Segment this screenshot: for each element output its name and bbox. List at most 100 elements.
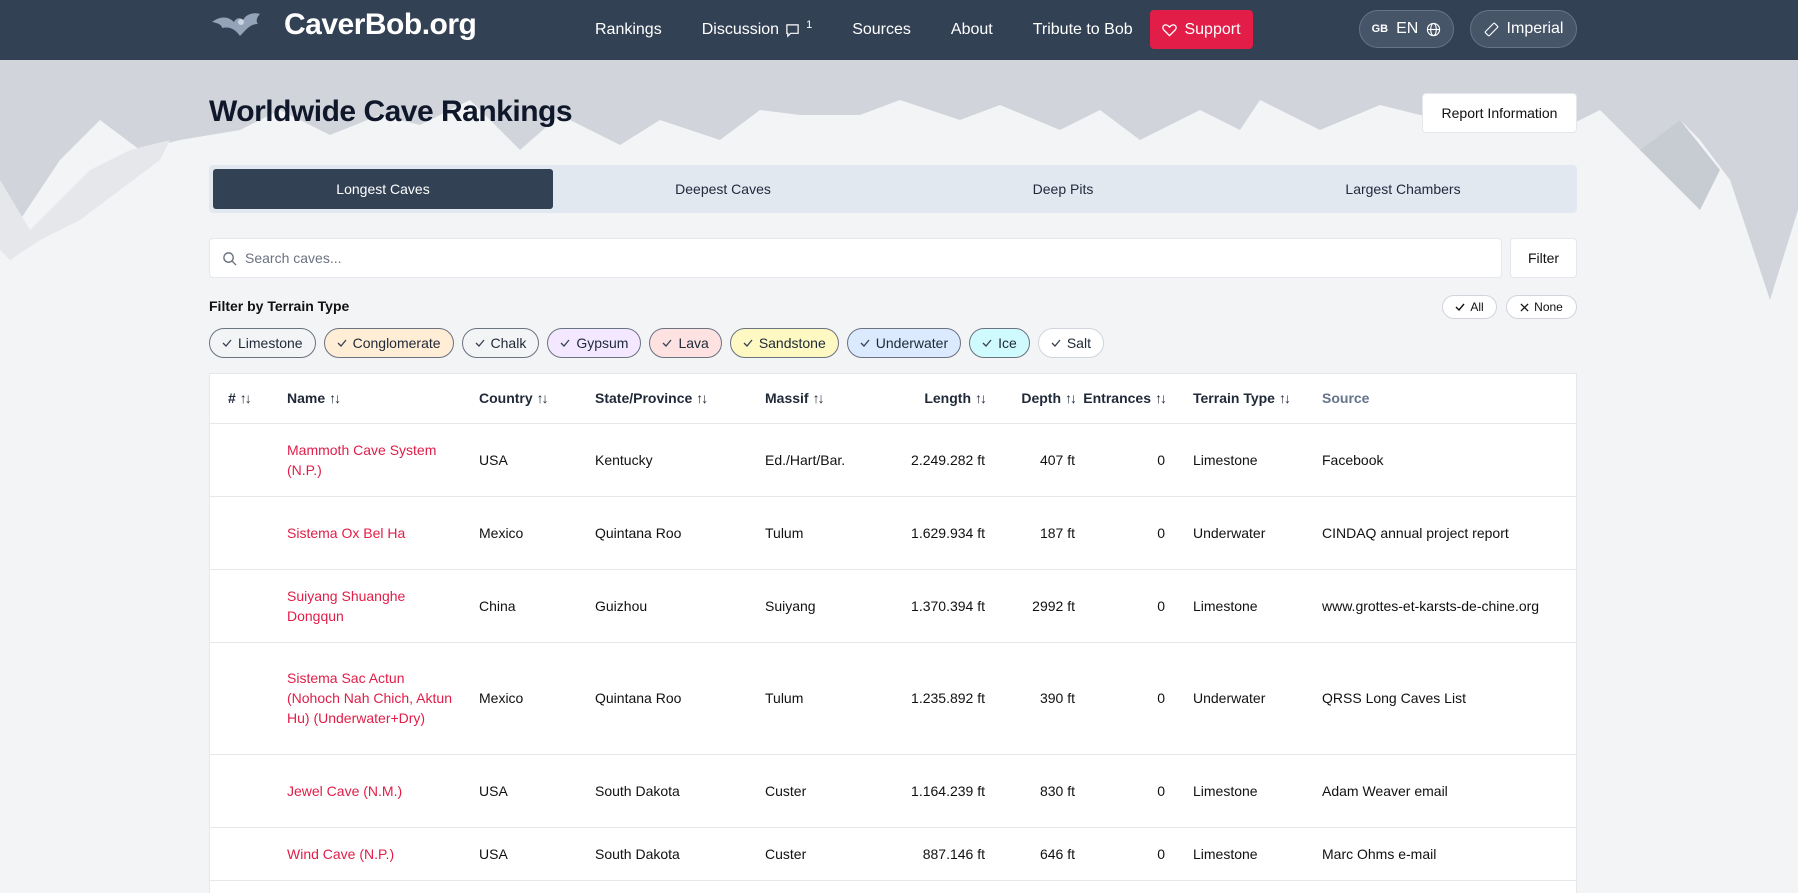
language-label: EN	[1396, 20, 1419, 37]
tab-longest-caves[interactable]: Longest Caves	[213, 169, 553, 209]
cell-source: www.grottes-et-karsts-de-chine.org	[1294, 569, 1576, 643]
sort-icon: ↑↓	[239, 390, 252, 407]
cell-entrances: 0	[1075, 423, 1165, 497]
cell-source: QRSS Long Caves List	[1294, 642, 1576, 755]
check-icon	[860, 339, 870, 347]
terrain-chip-lava[interactable]: Lava	[649, 328, 722, 358]
terrain-chip-label: Conglomerate	[352, 335, 441, 351]
cell-state: South Dakota	[595, 754, 765, 828]
terrain-chip-label: Salt	[1066, 335, 1091, 351]
terrain-chip-underwater[interactable]: Underwater	[846, 328, 962, 358]
terrain-chip-label: Lava	[678, 335, 709, 351]
column-header-entrances[interactable]: Entrances ↑↓	[1075, 374, 1167, 424]
cell-name[interactable]: Wind Cave (N.P.)	[287, 827, 479, 881]
terrain-chip-ice[interactable]: Ice	[969, 328, 1030, 358]
terrain-chip-conglomerate[interactable]: Conglomerate	[323, 328, 454, 358]
table-row[interactable]: Wind Cave (N.P.) USA South Dakota Custer 887…	[210, 827, 1576, 881]
table-row[interactable]: Mammoth Cave System (N.P.) USA Kentucky Ed.…	[210, 423, 1576, 497]
cell-name[interactable]: Jewel Cave (N.M.)	[287, 754, 479, 828]
nav-rankings[interactable]: Rankings	[595, 21, 662, 39]
select-none-terrain-button[interactable]: None	[1506, 295, 1577, 319]
table-row[interactable]: Suiyang Shuanghe Dongqun China Guizhou Suiy…	[210, 569, 1576, 643]
cell-rank	[210, 642, 287, 755]
cell-massif: Custer	[765, 827, 905, 881]
cell-country: Mexico	[479, 496, 595, 570]
column-header-rank[interactable]: # ↑↓	[210, 374, 287, 424]
support-label: Support	[1184, 20, 1241, 38]
cell-terrain: Underwater	[1165, 642, 1294, 755]
cell-entrances: 0	[1075, 569, 1165, 643]
nav-discussion[interactable]: Discussion 1	[701, 19, 812, 39]
select-all-terrain-button[interactable]: All	[1442, 295, 1497, 319]
cell-terrain: Limestone	[1165, 423, 1294, 497]
terrain-chip-chalk[interactable]: Chalk	[461, 328, 540, 358]
terrain-chip-gypsum[interactable]: Gypsum	[547, 328, 642, 358]
nav-sources[interactable]: Sources	[852, 21, 911, 39]
filter-button[interactable]: Filter	[1510, 238, 1577, 278]
cell-entrances: 0	[1075, 754, 1165, 828]
brand-name: CaverBob.org	[284, 8, 477, 41]
cell-state: South Dakota	[595, 827, 765, 881]
column-header-depth[interactable]: Depth ↑↓	[985, 374, 1077, 424]
cell-entrances: 0	[1075, 642, 1165, 755]
cell-terrain: Limestone	[1165, 569, 1294, 643]
cell-length: 2.249.282 ft	[905, 423, 985, 497]
top-navbar: CaverBob.org Rankings Discussion 1 Sourc…	[0, 0, 1798, 60]
cell-massif: Tulum	[765, 496, 905, 570]
close-icon	[1520, 302, 1529, 312]
header-rank-label: #	[228, 390, 236, 407]
check-icon	[1051, 339, 1061, 347]
language-selector[interactable]: GB EN	[1359, 10, 1454, 48]
header-length-label: Length	[924, 390, 971, 407]
ranking-tabs: Longest Caves Deepest Caves Deep Pits La…	[209, 165, 1577, 213]
cell-name[interactable]: Sistema Sac Actun (Nohoch Nah Chich, Akt…	[287, 642, 479, 755]
tab-deep-pits[interactable]: Deep Pits	[1032, 181, 1094, 197]
search-box	[209, 238, 1502, 278]
report-information-button[interactable]: Report Information	[1422, 93, 1577, 133]
cell-rank	[210, 496, 287, 570]
terrain-chip-limestone[interactable]: Limestone	[209, 328, 316, 358]
tab-deepest-caves[interactable]: Deepest Caves	[675, 181, 771, 197]
caves-table-container: # ↑↓ Name ↑↓ Country ↑↓ State/Province ↑↓ Ma…	[209, 373, 1577, 893]
units-toggle[interactable]: Imperial	[1470, 10, 1577, 48]
column-header-name[interactable]: Name ↑↓	[287, 374, 479, 424]
nav-about[interactable]: About	[951, 21, 993, 39]
sort-icon: ↑↓	[536, 390, 549, 407]
cell-length: 1.629.934 ft	[905, 496, 985, 570]
cell-source: Facebook	[1294, 423, 1576, 497]
column-header-terrain[interactable]: Terrain Type ↑↓	[1165, 374, 1294, 424]
nav-tribute-label: Tribute to Bob	[1032, 21, 1133, 38]
nav-discussion-label: Discussion	[701, 21, 780, 38]
column-header-length[interactable]: Length ↑↓	[905, 374, 987, 424]
cell-massif: Custer	[765, 754, 905, 828]
table-row[interactable]: Jewel Cave (N.M.) USA South Dakota Custer 1.…	[210, 754, 1576, 828]
header-country-label: Country	[479, 390, 533, 407]
sort-icon: ↑↓	[329, 390, 341, 407]
nav-rankings-label: Rankings	[595, 21, 662, 38]
support-button[interactable]: Support	[1150, 10, 1253, 49]
terrain-chip-label: Limestone	[238, 335, 303, 351]
cell-name[interactable]: Suiyang Shuanghe Dongqun	[287, 569, 479, 643]
sort-icon: ↑↓	[975, 390, 987, 407]
tab-largest-chambers[interactable]: Largest Chambers	[1345, 181, 1461, 197]
terrain-chip-sandstone[interactable]: Sandstone	[729, 328, 839, 358]
table-row[interactable]: Sistema Ox Bel Ha Mexico Quintana Roo Tulum…	[210, 496, 1576, 570]
search-input[interactable]	[245, 250, 1501, 266]
cell-name[interactable]: Sistema Ox Bel Ha	[287, 496, 479, 570]
cell-name[interactable]: Mammoth Cave System (N.P.)	[287, 423, 479, 497]
cell-terrain: Underwater	[1165, 496, 1294, 570]
column-header-massif[interactable]: Massif ↑↓	[765, 374, 905, 424]
header-entrances-label: Entrances	[1083, 390, 1151, 407]
column-header-state[interactable]: State/Province ↑↓	[595, 374, 765, 424]
terrain-chip-salt[interactable]: Salt	[1037, 328, 1104, 358]
terrain-chip-label: Chalk	[490, 335, 527, 351]
table-row[interactable]: Sistema Sac Actun (Nohoch Nah Chich, Akt…	[210, 642, 1576, 755]
sort-icon: ↑↓	[1155, 390, 1167, 407]
cell-state: Kentucky	[595, 423, 765, 497]
column-header-country[interactable]: Country ↑↓	[479, 374, 595, 424]
header-depth-label: Depth	[1021, 390, 1061, 407]
sort-icon: ↑↓	[696, 390, 708, 407]
cell-length: 1.370.394 ft	[905, 569, 985, 643]
nav-tribute[interactable]: Tribute to Bob	[1033, 21, 1133, 39]
brand-link[interactable]: CaverBob.org	[210, 8, 477, 42]
